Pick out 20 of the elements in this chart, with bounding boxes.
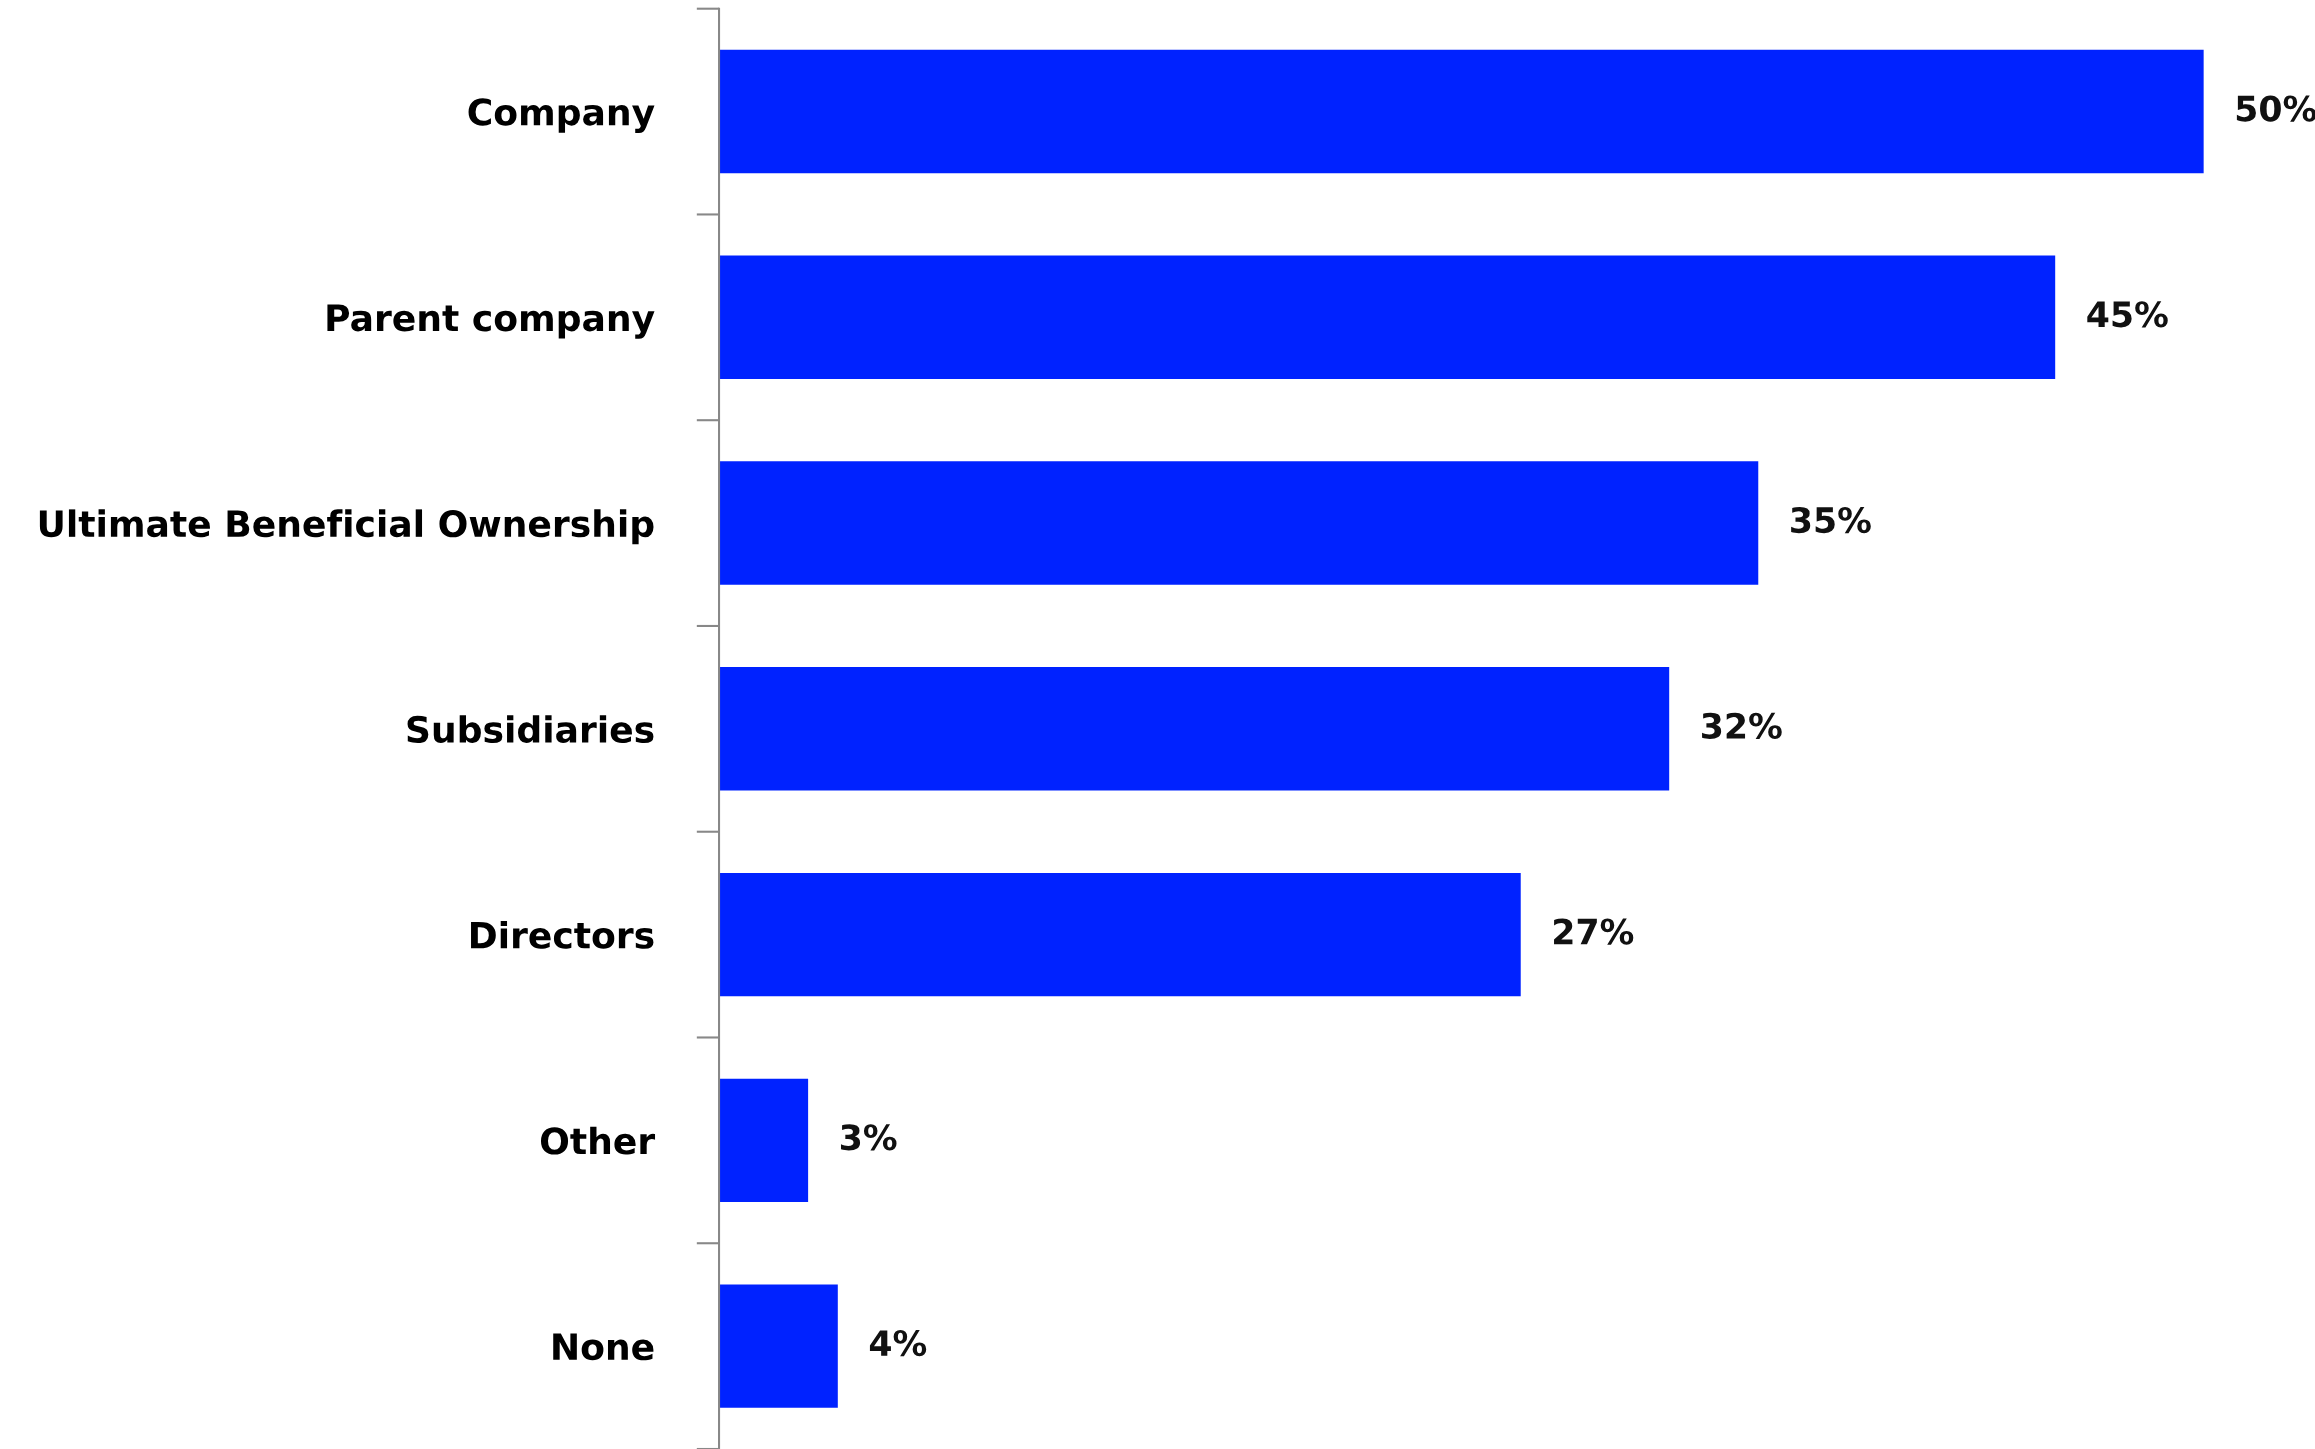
y-tick-label: Other xyxy=(540,1126,656,1155)
bar xyxy=(719,1078,809,1203)
y-tick-label: Subsidiaries xyxy=(407,715,654,744)
y-tick-label: Ultimate Beneficial Ownership xyxy=(39,509,654,545)
y-tick-label: Parent company xyxy=(327,304,655,339)
bar xyxy=(719,1284,838,1408)
bar xyxy=(719,255,2056,380)
y-tick-label: Company xyxy=(468,98,655,133)
bar xyxy=(719,49,2204,174)
bar xyxy=(719,667,1670,791)
data-label: 45% xyxy=(2087,301,2168,328)
data-label: 27% xyxy=(1554,918,1634,945)
bar xyxy=(719,461,1759,585)
y-tick-label: None xyxy=(553,1333,654,1361)
data-label: 4% xyxy=(869,1329,927,1357)
bar xyxy=(719,872,1521,997)
data-label: 32% xyxy=(1702,712,1782,739)
data-label: 35% xyxy=(1791,506,1871,534)
data-label: 3% xyxy=(840,1124,897,1151)
y-tick-label: Directors xyxy=(471,920,654,949)
